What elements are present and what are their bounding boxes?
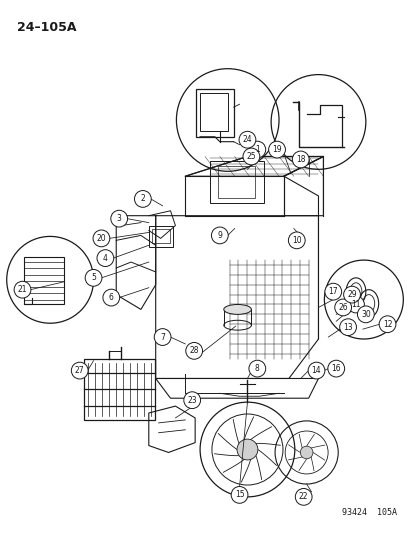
Text: 15: 15 [234, 490, 244, 499]
Text: 2: 2 [140, 195, 145, 204]
Circle shape [111, 210, 127, 227]
Text: 20: 20 [96, 234, 106, 243]
Text: 93424  105A: 93424 105A [342, 507, 396, 516]
Text: 9: 9 [217, 231, 222, 240]
Text: 17: 17 [328, 287, 337, 296]
Circle shape [238, 131, 255, 148]
Circle shape [307, 362, 324, 379]
Text: 5: 5 [91, 273, 96, 282]
Circle shape [71, 362, 88, 379]
Text: 30: 30 [360, 310, 370, 319]
Text: 13: 13 [342, 322, 352, 332]
Circle shape [294, 488, 311, 505]
Circle shape [324, 283, 341, 300]
Text: 27: 27 [75, 366, 84, 375]
Circle shape [134, 190, 151, 207]
Text: 14: 14 [311, 366, 320, 375]
Text: 11: 11 [350, 300, 360, 309]
Circle shape [347, 296, 363, 313]
Circle shape [154, 329, 171, 345]
Circle shape [211, 227, 228, 244]
Text: 12: 12 [382, 320, 392, 329]
Text: 4: 4 [103, 254, 107, 263]
Circle shape [378, 316, 395, 333]
Text: 19: 19 [272, 145, 281, 154]
Text: 3: 3 [116, 214, 121, 223]
Circle shape [183, 392, 200, 409]
Text: 24: 24 [242, 135, 252, 144]
Circle shape [268, 141, 285, 158]
Text: 29: 29 [347, 290, 356, 299]
Circle shape [248, 360, 265, 377]
Text: 10: 10 [291, 236, 301, 245]
Circle shape [14, 281, 31, 298]
Circle shape [292, 151, 309, 168]
Circle shape [299, 446, 312, 459]
Text: 28: 28 [189, 346, 198, 356]
Circle shape [230, 487, 247, 503]
Text: 22: 22 [298, 492, 308, 502]
Text: 16: 16 [331, 364, 340, 373]
Circle shape [93, 230, 109, 247]
Circle shape [242, 148, 259, 165]
Text: 18: 18 [295, 155, 305, 164]
Circle shape [343, 286, 360, 303]
Circle shape [288, 232, 304, 249]
Text: 1: 1 [254, 145, 259, 154]
Circle shape [103, 289, 119, 306]
Circle shape [356, 306, 373, 323]
Ellipse shape [223, 304, 251, 314]
Text: 23: 23 [187, 395, 197, 405]
Text: 25: 25 [246, 152, 256, 161]
Text: 26: 26 [337, 303, 347, 312]
Circle shape [248, 141, 265, 158]
Circle shape [97, 250, 114, 266]
Circle shape [85, 270, 102, 286]
Text: 8: 8 [254, 364, 259, 373]
Text: 24–105A: 24–105A [17, 21, 76, 34]
Circle shape [334, 299, 351, 316]
Circle shape [237, 439, 257, 460]
Text: 21: 21 [18, 285, 27, 294]
Text: 6: 6 [109, 293, 114, 302]
Circle shape [327, 360, 344, 377]
Circle shape [185, 343, 202, 359]
Circle shape [339, 319, 356, 336]
Text: 7: 7 [160, 333, 165, 342]
